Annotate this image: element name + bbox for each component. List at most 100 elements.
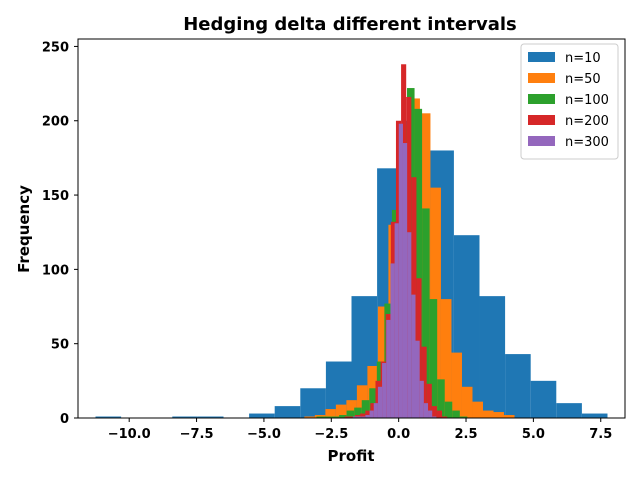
histogram-bar bbox=[349, 416, 355, 418]
histogram-bar bbox=[95, 416, 122, 418]
legend-label: n=50 bbox=[565, 72, 601, 87]
histogram-bar bbox=[440, 299, 452, 418]
histogram-bar bbox=[407, 232, 412, 418]
histogram-bar bbox=[365, 410, 371, 418]
legend-swatch bbox=[528, 136, 555, 146]
histogram-bar bbox=[352, 416, 358, 418]
histogram-bar bbox=[325, 409, 336, 418]
histogram-bar bbox=[429, 299, 438, 418]
y-axis-ticks: 0 50 100 150 200 250 bbox=[42, 40, 78, 427]
histogram-bar bbox=[361, 400, 370, 418]
y-tick-label: 100 bbox=[42, 263, 69, 278]
legend-box bbox=[520, 43, 619, 160]
histogram-bar bbox=[402, 143, 408, 419]
y-tick-label: 0 bbox=[60, 412, 69, 427]
legend-swatch bbox=[528, 73, 555, 83]
histogram-bar bbox=[304, 416, 315, 418]
histogram-bar bbox=[354, 407, 362, 418]
histogram-bar bbox=[360, 413, 366, 418]
histogram-bar bbox=[461, 386, 473, 418]
histogram-bar bbox=[346, 410, 355, 418]
histogram-bar bbox=[426, 383, 432, 418]
x-axis-label: Profit bbox=[328, 447, 375, 465]
histogram-bar bbox=[436, 410, 443, 418]
histogram-bar bbox=[415, 340, 420, 418]
histogram-bar bbox=[437, 379, 445, 418]
x-tick-label: 7.5 bbox=[589, 427, 612, 442]
y-tick-label: 150 bbox=[42, 189, 69, 204]
y-axis-label: Frequency bbox=[15, 185, 33, 273]
y-tick-label: 50 bbox=[51, 338, 69, 353]
histogram-bar bbox=[493, 412, 505, 418]
plot-frame bbox=[77, 38, 626, 419]
histogram-bar bbox=[432, 416, 437, 418]
histogram-bar bbox=[172, 416, 198, 418]
histogram-bar bbox=[451, 352, 462, 418]
histogram-bar bbox=[386, 319, 391, 418]
histogram-bar bbox=[421, 346, 427, 418]
histogram-bar bbox=[197, 416, 224, 418]
histogram-bar bbox=[423, 403, 429, 418]
histogram-bar bbox=[414, 108, 423, 418]
legend-swatch bbox=[528, 115, 555, 125]
y-tick-label: 250 bbox=[42, 40, 69, 55]
histogram-bar bbox=[361, 416, 366, 418]
histogram-bar bbox=[422, 208, 430, 418]
histogram-bar bbox=[249, 413, 275, 418]
histogram-bar bbox=[442, 416, 448, 418]
histogram-bar bbox=[346, 400, 357, 418]
histogram-bar bbox=[428, 410, 433, 418]
histogram-bar bbox=[419, 380, 424, 418]
legend-swatch bbox=[528, 52, 555, 62]
histogram-bar bbox=[369, 388, 377, 418]
histogram-bar bbox=[452, 410, 460, 418]
histogram-bar bbox=[339, 415, 347, 418]
legend-label: n=200 bbox=[565, 114, 609, 129]
legend-label: n=100 bbox=[565, 93, 609, 108]
histogram-bar bbox=[300, 388, 326, 418]
series-n=300 bbox=[352, 123, 437, 419]
x-tick-label: 0.0 bbox=[387, 427, 410, 442]
histogram-bar bbox=[459, 416, 468, 418]
histogram-bar bbox=[365, 415, 370, 418]
x-tick-label: 2.5 bbox=[455, 427, 478, 442]
x-tick-label: −10.0 bbox=[108, 427, 151, 442]
histogram-bar bbox=[390, 263, 395, 418]
histogram-bar bbox=[444, 401, 453, 418]
histogram-bar bbox=[324, 416, 332, 418]
y-tick-label: 200 bbox=[42, 115, 69, 130]
histogram-bar bbox=[530, 380, 557, 418]
histogram-bar bbox=[382, 363, 387, 418]
histogram-bar bbox=[431, 406, 437, 418]
histogram-bar bbox=[472, 401, 483, 418]
series-n=10 bbox=[95, 120, 608, 418]
histogram-bar bbox=[377, 386, 383, 418]
histogram-bar bbox=[357, 416, 362, 418]
x-tick-label: −5.0 bbox=[247, 427, 281, 442]
histogram-bar bbox=[504, 415, 515, 418]
histogram-bar bbox=[394, 223, 399, 418]
x-tick-label: −2.5 bbox=[314, 427, 348, 442]
legend-label: n=10 bbox=[565, 51, 601, 66]
x-axis-ticks: −10.0 −7.5 −5.0 −2.5 0.0 2.5 5.0 7.5 bbox=[108, 418, 612, 442]
histogram-bar bbox=[483, 410, 494, 418]
histogram-bar bbox=[274, 406, 301, 418]
bars-group bbox=[95, 64, 608, 419]
histogram-bar bbox=[411, 294, 416, 418]
legend: n=10 n=50 n=100 n=200 n=300 bbox=[520, 43, 619, 160]
histogram-bar bbox=[335, 404, 347, 418]
legend-label: n=300 bbox=[565, 135, 609, 150]
x-tick-label: −7.5 bbox=[180, 427, 214, 442]
histogram-bar bbox=[398, 123, 403, 418]
x-tick-label: 5.0 bbox=[522, 427, 545, 442]
histogram-bar bbox=[373, 403, 378, 418]
histogram-bar bbox=[344, 416, 350, 418]
histogram-bar bbox=[331, 416, 340, 418]
histogram-bar bbox=[505, 354, 531, 418]
histogram-bar bbox=[581, 413, 608, 418]
histogram-bar bbox=[316, 416, 325, 418]
histogram-bar bbox=[479, 296, 506, 418]
histogram-bar bbox=[369, 410, 374, 418]
histogram-bar bbox=[556, 403, 582, 418]
